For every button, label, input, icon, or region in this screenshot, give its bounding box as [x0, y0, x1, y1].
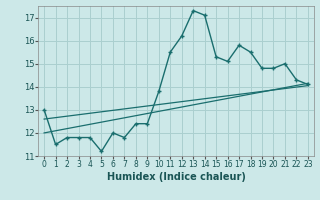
- X-axis label: Humidex (Indice chaleur): Humidex (Indice chaleur): [107, 172, 245, 182]
